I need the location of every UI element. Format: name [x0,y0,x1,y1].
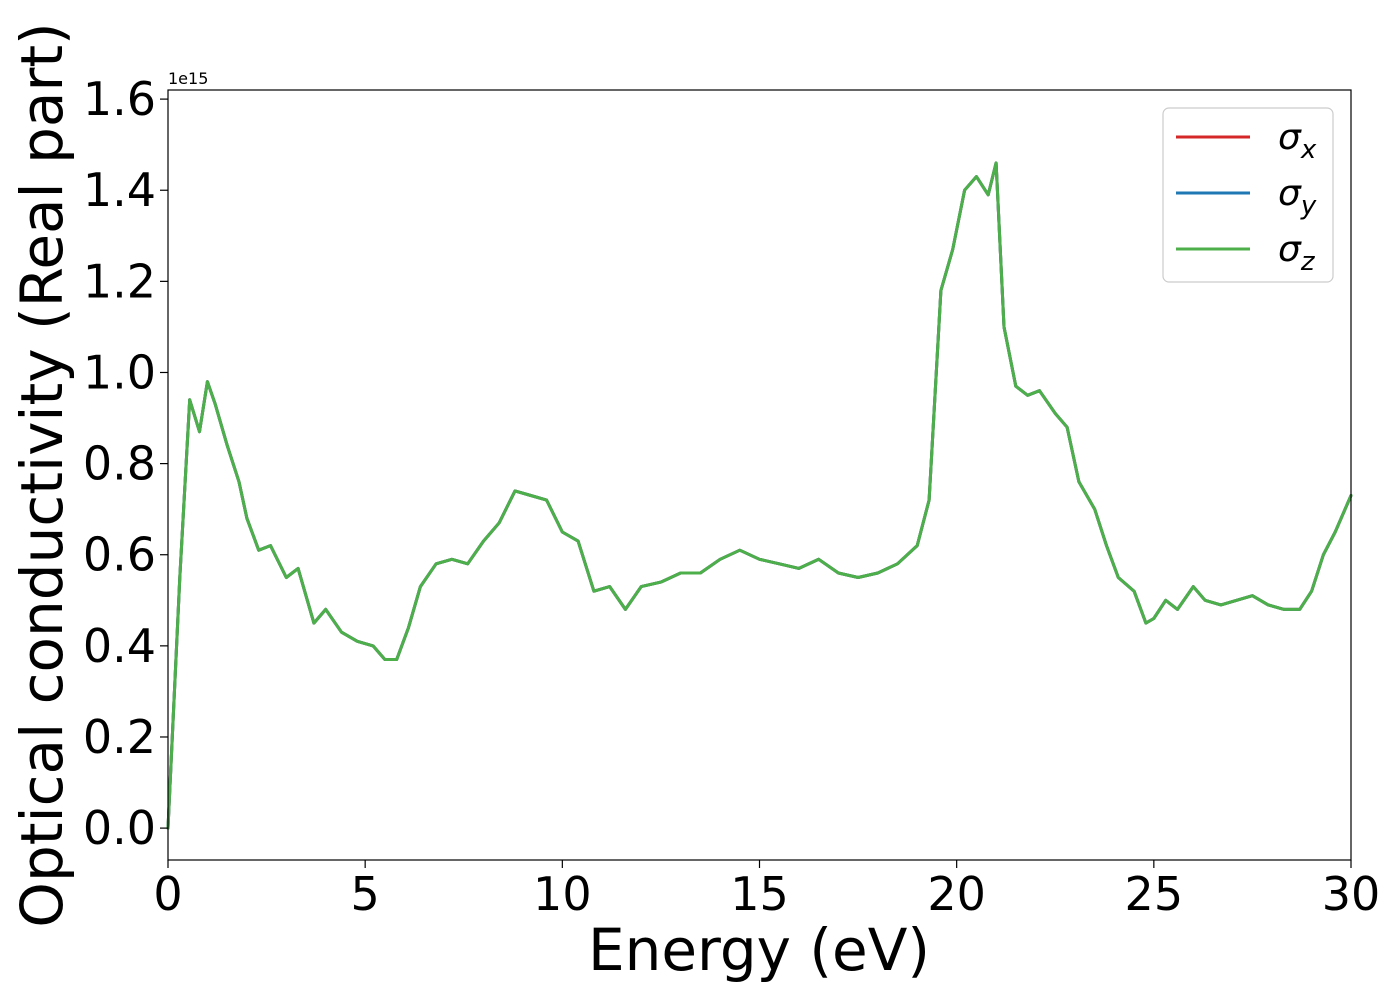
x-tick-label: 15 [730,867,789,921]
legend-label-z: σz [1278,229,1316,277]
y-axis-title: Optical conductivity (Real part) [8,22,76,927]
series-lines [166,161,1353,830]
legend: σx σy σz [1162,107,1334,283]
y-tick-label: 1.6 [83,72,156,126]
legend-label-x: σx [1278,117,1317,165]
x-axis-title: Energy (eV) [588,916,930,984]
x-tick-label: 25 [1125,867,1184,921]
x-tick-label: 30 [1322,867,1381,921]
y-tick-label: 1.0 [83,345,156,399]
y-tick-label: 0.0 [83,801,156,855]
x-tick-label: 10 [533,867,592,921]
y-offset-text: 1e15 [168,69,208,88]
y-tick-label: 0.2 [83,710,156,764]
series-line-z [166,161,1353,830]
y-axis: 0.0 0.2 0.4 0.6 0.8 1.0 1.2 1.4 1.6 [83,72,168,855]
y-tick-label: 0.4 [83,619,156,673]
y-tick-label: 0.8 [83,437,156,491]
x-axis: 0 5 10 15 20 25 30 [153,860,1380,921]
y-tick-label: 1.2 [83,254,156,308]
y-tick-label: 0.6 [83,528,156,582]
x-tick-label: 0 [153,867,182,921]
x-tick-label: 5 [351,867,380,921]
x-tick-label: 20 [927,867,986,921]
legend-label-y: σy [1278,173,1317,221]
legend-box [1162,107,1334,283]
y-tick-label: 1.4 [83,163,156,217]
